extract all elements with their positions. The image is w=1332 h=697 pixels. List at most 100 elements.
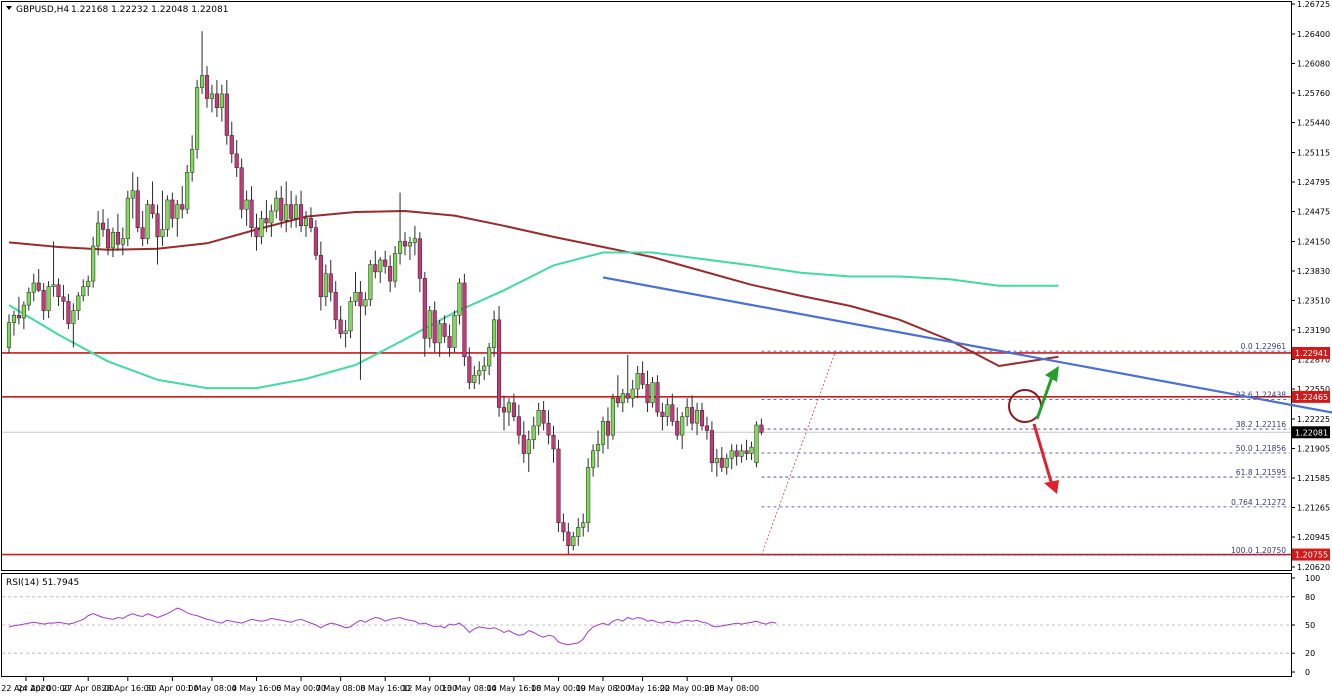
fib-level-label: 50.0 1.21856 [1236,444,1286,453]
x-tick-label: 12 May 00:00 [402,684,457,693]
bear-candle [675,421,680,436]
price-labels-layer: 1.22941 1.22465 1.22081 1.20755 [1292,346,1330,561]
x-tick-label: 6 May 00:00 [276,684,326,693]
bull-candle [685,407,690,417]
bear-candle [670,404,675,422]
fib-level-label: 61.8 1.21595 [1236,468,1286,477]
bull-candle [31,282,36,293]
x-tick-label: 18 May 00:00 [531,684,586,693]
y-tick-label: 1.26400 [1297,30,1330,39]
bear-candle [566,531,571,547]
collapse-triangle-icon[interactable] [6,6,12,10]
price-label-text: 1.22465 [1295,393,1328,402]
bear-candle [551,434,556,450]
x-tick-label: 28 Apr 16:00 [102,684,154,693]
bull-candle [11,314,16,323]
bull-candle [175,204,180,219]
bear-candle [422,278,427,339]
bull-candle [110,231,116,249]
bull-candle [190,148,195,173]
candles-layer [6,31,764,555]
bull-candle [303,218,309,227]
bear-candle [546,422,551,436]
bull-candle [51,284,56,287]
bear-candle [36,282,41,291]
y-tick-label: 1.26725 [1297,0,1330,9]
rsi-tick-label: 80 [1305,593,1315,602]
bull-candle [729,450,734,459]
bear-candle [264,218,269,224]
x-tick-label: 25 May 08:00 [704,684,759,693]
bear-candle [501,407,507,413]
bull-candle [86,280,91,287]
bull-candle [506,402,511,413]
arrow-up-head [1045,366,1059,382]
bull-candle [630,388,635,399]
bull-candle [571,536,576,547]
bull-candle [600,421,606,445]
bear-candle [204,75,210,99]
bear-candle [759,424,764,433]
bull-candle [200,75,205,88]
bear-candle [660,411,665,417]
bull-candle [695,409,700,424]
bull-candle [739,450,744,457]
bull-candle [536,409,541,427]
x-tick-label: 19 May 08:00 [576,684,631,693]
bull-candle [209,93,214,99]
y-tick-label: 1.22550 [1297,385,1330,394]
bear-candle [467,356,472,383]
bear-candle [462,282,467,357]
bear-candle [690,407,695,424]
bear-candle [105,229,111,249]
bull-candle [348,301,353,332]
bear-candle [615,397,620,404]
bear-candle [249,199,254,228]
bear-candle [229,135,234,155]
bear-candle [417,238,422,279]
bull-candle [610,397,615,436]
bear-candle [719,457,724,468]
bull-candle [120,238,125,245]
bearish-trendline [602,276,1332,414]
x-tick-label: 22 May 00:00 [660,684,715,693]
bear-candle [734,450,739,457]
bear-candle [41,290,46,311]
y-tick-label: 1.23190 [1297,326,1330,335]
y-tick-label: 1.20945 [1297,533,1330,542]
bull-candle [343,330,348,334]
price-label-text: 1.22941 [1295,349,1328,358]
bear-candle [155,213,160,238]
bear-candle [447,336,452,348]
fib-level-label: 0.0 1.22961 [1241,342,1287,351]
bull-candle [526,439,531,454]
arrow-down-head [1044,480,1059,494]
price-axis: 1.26725 1.26400 1.26080 1.25760 1.25440 1.251… [1291,0,1330,572]
bear-candle [180,204,185,210]
bear-candle [16,314,21,319]
chart-ohlc: 1.22168 1.22232 1.22048 1.22081 [71,5,228,15]
price-label-box [1292,346,1330,359]
bear-candle [254,227,259,238]
bear-candle [239,167,244,210]
price-label-box [1292,390,1330,403]
bear-candle [279,197,284,221]
bull-candle [457,282,462,316]
fib-level-label: 23.6 1.22438 [1236,390,1286,399]
bull-candle [284,204,289,221]
x-tick-label: 1 May 08:00 [187,684,237,693]
y-tick-label: 1.21905 [1297,444,1330,453]
price-label-text: 1.20755 [1295,551,1328,560]
bull-candle [244,199,249,210]
bull-candle [635,373,640,390]
rsi-tick-label: 100 [1305,574,1320,583]
bull-candle [160,229,165,238]
bull-candle [6,322,12,348]
bear-candle [299,204,304,227]
bear-candle [115,231,120,245]
x-tick-label: 13 May 08:00 [442,684,497,693]
fib-level-label: 0.764 1.21272 [1231,498,1286,507]
bear-candle [497,319,502,408]
bull-candle [125,197,130,239]
